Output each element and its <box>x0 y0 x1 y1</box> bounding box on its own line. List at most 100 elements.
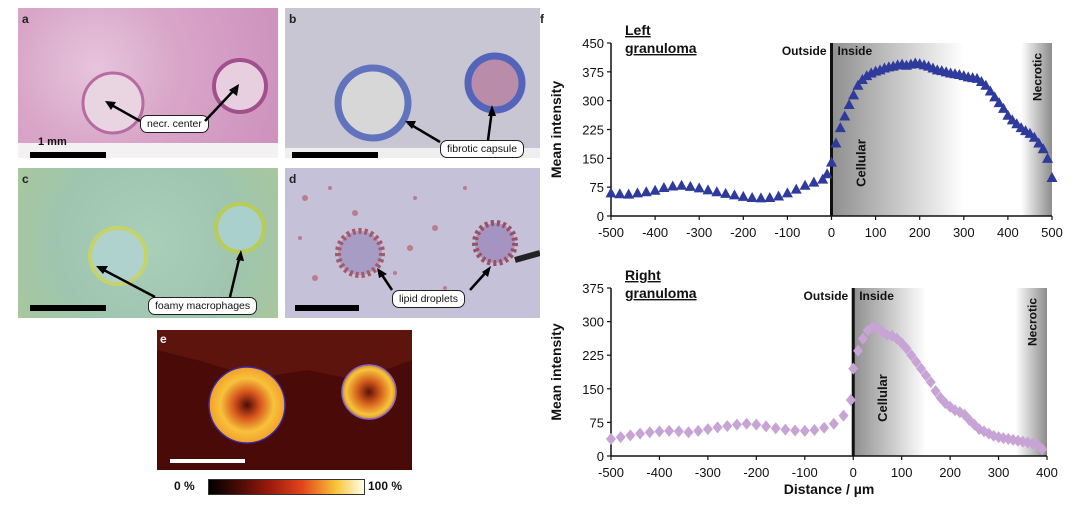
x-tick-label: 0 <box>828 225 835 240</box>
scale-bar-c <box>30 305 106 311</box>
arrows-a <box>105 84 239 123</box>
chart-title-line2: granuloma <box>625 40 697 56</box>
x-tick-label: -200 <box>730 225 756 240</box>
data-point <box>920 369 931 382</box>
scale-bar-b <box>292 152 378 158</box>
data-point <box>606 432 616 445</box>
chart-title-line2: granuloma <box>625 285 697 301</box>
data-point <box>906 349 917 362</box>
x-tick-label: -400 <box>642 225 668 240</box>
granuloma-left-d <box>335 228 385 278</box>
x-tick-label: -200 <box>743 465 769 480</box>
inside-label: Inside <box>859 289 894 303</box>
data-point <box>1002 109 1014 120</box>
data-point <box>640 186 652 197</box>
data-point <box>712 421 723 434</box>
data-point <box>654 425 665 438</box>
data-point <box>925 376 936 389</box>
data-point <box>676 179 688 190</box>
data-point <box>761 420 772 433</box>
inside-label: Inside <box>838 44 873 58</box>
data-point <box>799 179 811 190</box>
data-point <box>737 190 749 201</box>
x-tick-label: -500 <box>598 465 624 480</box>
granuloma-right-d <box>472 220 518 266</box>
panel-e-image <box>157 330 412 444</box>
arrows-d <box>377 266 491 291</box>
fibrotic-capsule-tag: fibrotic capsule <box>440 140 525 158</box>
data-point <box>644 426 655 439</box>
x-tick-label: 0 <box>850 465 857 480</box>
granuloma-right-b <box>464 52 526 114</box>
data-point <box>843 99 855 110</box>
data-point <box>828 417 839 430</box>
x-tick-label: 100 <box>865 225 887 240</box>
data-point <box>664 424 675 437</box>
y-tick-label: 300 <box>582 315 604 330</box>
data-point <box>673 425 684 438</box>
data-point <box>848 362 859 375</box>
data-point <box>930 385 941 398</box>
data-point <box>741 417 752 430</box>
data-point <box>838 409 849 422</box>
x-tick-label: -500 <box>598 225 624 240</box>
data-point <box>809 424 820 437</box>
data-point <box>834 122 846 133</box>
data-point <box>751 418 762 431</box>
x-tick-label: 300 <box>988 465 1010 480</box>
panel-e <box>157 330 412 470</box>
data-point <box>808 176 820 187</box>
x-axis-label: Distance / µm <box>784 481 875 497</box>
data-point <box>773 190 785 201</box>
data-point <box>720 187 732 198</box>
panel-c-image <box>88 202 266 286</box>
data-point <box>997 102 1009 113</box>
chart-right: 0 75 150 225 300 375 -500 -400 -300 -200 -100 0 100 2… <box>548 267 1058 497</box>
y-tick-label: 225 <box>582 348 604 363</box>
y-axis-label: Mean intensity <box>548 81 564 178</box>
data-point <box>780 423 791 436</box>
data-point <box>969 418 980 431</box>
panel-e-letter: e <box>160 332 167 346</box>
data-point <box>781 187 793 198</box>
colorbar <box>208 479 365 495</box>
data-point <box>817 173 829 184</box>
x-tick-label: -400 <box>646 465 672 480</box>
data-point <box>722 419 733 432</box>
necrotic-region <box>1015 288 1047 456</box>
data-point <box>935 391 946 404</box>
x-tick-label: 200 <box>939 465 961 480</box>
scale-bar-a <box>30 152 106 158</box>
heatmap-granuloma-right <box>341 364 397 420</box>
data-point <box>993 97 1005 108</box>
data-point <box>1037 443 1048 456</box>
arrows-b <box>405 105 496 144</box>
data-point <box>911 355 922 368</box>
data-point <box>984 85 996 96</box>
data-point <box>605 187 617 198</box>
data-point <box>916 362 927 375</box>
foamy-macrophages-tag: foamy macrophages <box>148 297 258 315</box>
data-point <box>667 180 679 191</box>
scale-bar-e <box>170 459 245 463</box>
y-tick-label: 150 <box>582 151 604 166</box>
data-point <box>790 183 802 194</box>
data-point <box>980 79 992 90</box>
arrows-c <box>96 250 244 299</box>
data-point <box>746 192 758 203</box>
data-point <box>770 422 781 435</box>
data-point <box>790 424 801 437</box>
data-point <box>658 182 670 193</box>
data-point <box>728 189 740 200</box>
necrotic-label: Necrotic <box>1031 53 1045 101</box>
colorbar-max-label: 100 % <box>368 479 403 493</box>
x-tick-label: 200 <box>909 225 931 240</box>
data-point <box>631 187 643 198</box>
data-point <box>683 426 694 439</box>
y-tick-label: 0 <box>597 209 604 224</box>
data-point <box>839 110 851 121</box>
panel-f-charts: 0 75 150 225 300 375 450 -500 -400 -300 -200 -100 0 1… <box>548 22 1063 497</box>
scale-text-a: 1 mm <box>38 136 67 148</box>
data-point <box>845 394 856 406</box>
panel-b-image <box>285 52 540 158</box>
